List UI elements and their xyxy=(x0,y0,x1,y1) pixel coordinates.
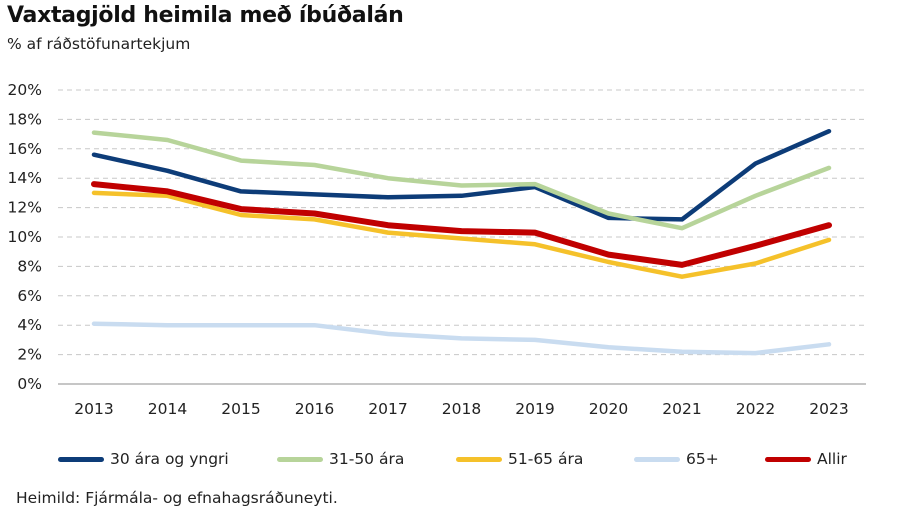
y-tick-label: 6% xyxy=(17,287,42,305)
series-line-30-ra-og-yngri xyxy=(91,128,832,222)
legend-item-allir: Allir xyxy=(765,447,847,471)
legend-item-31-50-ara: 31-50 ára xyxy=(277,447,404,471)
y-tick-label: 20% xyxy=(8,81,42,99)
legend-swatch xyxy=(765,456,811,462)
x-tick-label: 2014 xyxy=(148,400,187,418)
x-tick-label: 2019 xyxy=(515,400,554,418)
legend-label: 65+ xyxy=(686,450,719,468)
legend-swatch xyxy=(634,456,680,462)
y-tick-label: 2% xyxy=(17,346,42,364)
series-line-allir xyxy=(91,181,832,268)
legend-label: Allir xyxy=(817,450,847,468)
y-tick-label: 0% xyxy=(17,375,42,393)
series-lines xyxy=(91,128,832,356)
y-tick-label: 18% xyxy=(8,110,42,128)
legend-swatch xyxy=(277,456,323,462)
chart-source: Heimild: Fjármála- og efnahagsráðuneyti. xyxy=(16,489,338,507)
y-tick-label: 16% xyxy=(8,140,42,158)
chart-title: Vaxtagjöld heimila með íbúðalán xyxy=(7,3,404,28)
x-tick-label: 2023 xyxy=(809,400,848,418)
y-tick-label: 10% xyxy=(8,228,42,246)
gridlines xyxy=(58,89,866,356)
y-tick-label: 12% xyxy=(8,199,42,217)
legend-swatch xyxy=(456,456,502,462)
legend-label: 51-65 ára xyxy=(508,450,584,468)
line-chart: 0%2%4%6%8%10%12%14%16%18%20% 2013 2014 201… xyxy=(8,81,866,418)
series-line-31-50-ra xyxy=(91,130,832,231)
x-tick-label: 2016 xyxy=(295,400,334,418)
legend-item-65-plus: 65+ xyxy=(634,447,719,471)
x-tick-label: 2017 xyxy=(368,400,407,418)
legend-item-51-65-ara: 51-65 ára xyxy=(456,447,583,471)
series-line-65-plus xyxy=(91,321,832,356)
series-line-51-65-ra xyxy=(91,190,832,279)
x-tick-label: 2015 xyxy=(221,400,260,418)
legend-label: 31-50 ára xyxy=(329,450,405,468)
x-tick-label: 2020 xyxy=(589,400,628,418)
x-tick-label: 2018 xyxy=(442,400,481,418)
x-axis-ticks: 2013 2014 2015 2016 2017 2018 2019 2020 2021 2022… xyxy=(74,400,848,418)
y-tick-label: 14% xyxy=(8,169,42,187)
legend-item-30-ara-og-yngri: 30 ára og yngri xyxy=(58,447,229,471)
y-tick-label: 4% xyxy=(17,316,42,334)
legend-label: 30 ára og yngri xyxy=(110,450,229,468)
y-axis-ticks: 0% 2% 4% 6% 8% 10% 12% 14% 16% 18% 20% xyxy=(8,81,42,393)
chart-subtitle: % af ráðstöfunartekjum xyxy=(7,35,191,53)
x-tick-label: 2022 xyxy=(736,400,775,418)
x-tick-label: 2021 xyxy=(662,400,701,418)
y-tick-label: 8% xyxy=(17,257,42,275)
legend: 30 ára og yngri 31-50 ára 51-65 ára 65+ … xyxy=(0,447,900,471)
legend-swatch xyxy=(58,456,104,462)
x-tick-label: 2013 xyxy=(74,400,113,418)
